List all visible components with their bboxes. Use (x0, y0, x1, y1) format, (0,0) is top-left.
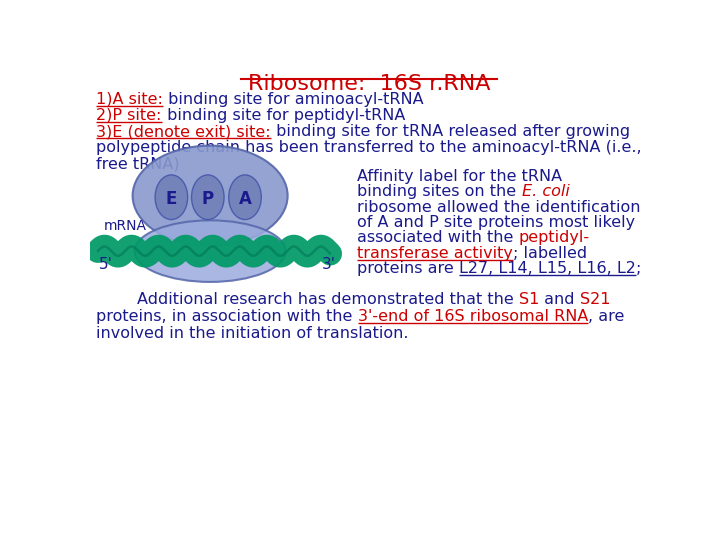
Text: E. coli: E. coli (521, 184, 570, 199)
Text: proteins are: proteins are (357, 261, 459, 276)
Text: proteins, in association with the: proteins, in association with the (96, 309, 358, 324)
Text: binding sites on the: binding sites on the (357, 184, 521, 199)
Ellipse shape (132, 146, 287, 246)
Ellipse shape (135, 220, 286, 282)
Ellipse shape (155, 175, 188, 220)
Text: free tRNA): free tRNA) (96, 157, 180, 171)
Text: 2)P site:: 2)P site: (96, 108, 161, 123)
Text: ribosome allowed the identification: ribosome allowed the identification (357, 200, 641, 214)
Text: S21: S21 (580, 292, 611, 307)
Text: 3': 3' (322, 256, 336, 272)
Text: and: and (539, 292, 580, 307)
Text: E: E (166, 190, 177, 208)
Text: peptidyl-: peptidyl- (519, 231, 590, 245)
Ellipse shape (229, 175, 261, 220)
Text: 5': 5' (99, 256, 113, 272)
Text: associated with the: associated with the (357, 231, 519, 245)
Text: Ribosome:  16S r.RNA: Ribosome: 16S r.RNA (248, 74, 490, 94)
Text: A: A (238, 190, 251, 208)
Text: 3)E (denote exit) site:: 3)E (denote exit) site: (96, 124, 271, 139)
Text: Affinity label for the tRNA: Affinity label for the tRNA (357, 168, 562, 184)
Text: , are: , are (588, 309, 624, 324)
Text: P: P (202, 190, 214, 208)
Text: 1)A site:: 1)A site: (96, 92, 163, 107)
Ellipse shape (192, 175, 224, 220)
Text: binding site for tRNA released after growing: binding site for tRNA released after gro… (271, 124, 630, 139)
Text: ; labelled: ; labelled (513, 246, 588, 261)
Text: ;: ; (636, 261, 642, 276)
Text: Additional research has demonstrated that the: Additional research has demonstrated tha… (96, 292, 519, 307)
Text: involved in the initiation of translation.: involved in the initiation of translatio… (96, 326, 409, 341)
Text: transferase activity: transferase activity (357, 246, 513, 261)
Text: binding site for peptidyl-tRNA: binding site for peptidyl-tRNA (161, 108, 405, 123)
Text: of A and P site proteins most likely: of A and P site proteins most likely (357, 215, 636, 230)
Text: polypeptide chain has been transferred to the aminoacyl-tRNA (i.e.,: polypeptide chain has been transferred t… (96, 140, 642, 156)
Text: S1: S1 (519, 292, 539, 307)
Text: L27, L14, L15, L16, L2: L27, L14, L15, L16, L2 (459, 261, 636, 276)
Text: binding site for aminoacyl-tRNA: binding site for aminoacyl-tRNA (163, 92, 423, 107)
Text: 3'-end of 16S ribosomal RNA: 3'-end of 16S ribosomal RNA (358, 309, 588, 324)
Text: mRNA: mRNA (104, 219, 147, 233)
